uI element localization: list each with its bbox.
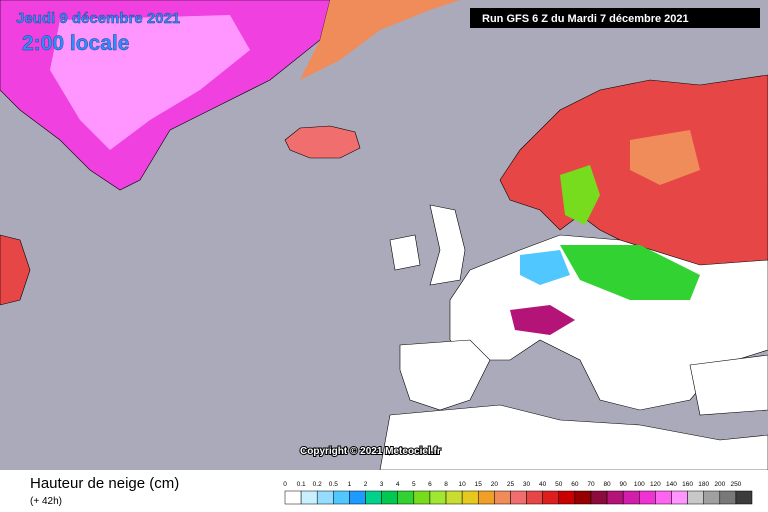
- legend-label: 0.2: [313, 481, 322, 488]
- legend-label: 0.1: [297, 481, 306, 488]
- legend-label: 30: [523, 481, 531, 488]
- legend-swatch: [494, 490, 511, 505]
- iceland: [284, 125, 361, 159]
- legend-label: 4: [396, 481, 400, 488]
- legend-label: 0.5: [329, 481, 338, 488]
- legend-label: 5: [412, 481, 416, 488]
- copyright: Copyright © 2021 Meteociel.fr: [300, 446, 441, 457]
- legend-label: 0: [283, 481, 287, 488]
- legend-label: 40: [539, 481, 547, 488]
- date: Jeudi 9 décembre 2021: [16, 10, 180, 27]
- legend-swatch: [510, 490, 527, 505]
- central-snow: [560, 245, 700, 300]
- legend-swatch: [284, 490, 302, 505]
- legend-label: 100: [634, 481, 645, 488]
- legend-swatch: [590, 490, 608, 505]
- legend-swatch: [349, 490, 366, 505]
- color-scale: 0 0.1 0.2 0.5 1 2 3 4 5 6 8 10 15 20 25 30 40 50 60 70 80 90 1…: [283, 481, 753, 505]
- legend-swatch: [445, 490, 463, 505]
- legend-label: 50: [555, 481, 563, 488]
- legend-label: 25: [507, 481, 515, 488]
- legend-swatch: [574, 490, 592, 505]
- legend-swatch: [300, 490, 318, 505]
- legend-label: 90: [620, 481, 628, 488]
- legend-swatch: [413, 490, 431, 505]
- canada: [0, 234, 31, 306]
- legend-subtitle: (+ 42h): [30, 496, 62, 507]
- sweden-south: [560, 165, 600, 225]
- legend-label: 200: [714, 481, 725, 488]
- benelux-snow: [520, 250, 570, 285]
- legend-swatch: [719, 490, 737, 505]
- legend-label: 2: [364, 481, 368, 488]
- legend-swatch: [703, 490, 721, 505]
- legend-label: 8: [444, 481, 448, 488]
- ireland: [389, 234, 421, 271]
- legend-swatch: [542, 490, 560, 505]
- legend-swatch: [639, 490, 656, 505]
- legend-swatch: [461, 490, 479, 505]
- legend-label: 20: [491, 481, 499, 488]
- legend-label: 140: [666, 481, 677, 488]
- legend-swatch: [735, 490, 753, 505]
- run-box: [470, 8, 760, 28]
- legend-swatch: [671, 490, 688, 505]
- greenland-core: [50, 15, 250, 150]
- legend-swatch: [365, 490, 382, 505]
- legend-label: 6: [428, 481, 432, 488]
- legend-swatch: [655, 490, 672, 505]
- legend-label: 60: [571, 481, 579, 488]
- legend-swatch: [606, 490, 624, 505]
- legend-swatch: [558, 490, 576, 505]
- legend-label: 70: [587, 481, 595, 488]
- hour: 2:00 locale: [22, 32, 129, 55]
- legend-swatch: [526, 490, 543, 505]
- legend-label: 1: [348, 481, 352, 488]
- legend-label: 180: [698, 481, 709, 488]
- legend-label: 10: [459, 481, 467, 488]
- finland: [630, 130, 700, 185]
- legend-swatch: [333, 490, 350, 505]
- run: Run GFS 6 Z du Mardi 7 décembre 2021: [482, 13, 689, 25]
- svalbard-zone: [300, 0, 460, 80]
- legend-swatch: [381, 490, 398, 505]
- legend-label: 80: [603, 481, 611, 488]
- legend-swatch: [687, 490, 704, 505]
- legend-label: 160: [682, 481, 693, 488]
- legend-label: 250: [730, 481, 741, 488]
- legend-swatch: [622, 490, 640, 505]
- legend-title: Hauteur de neige (cm): [30, 475, 179, 492]
- turkey: [689, 354, 768, 416]
- legend-swatch: [397, 490, 415, 505]
- alps: [510, 305, 575, 335]
- legend-label: 15: [475, 481, 483, 488]
- britain: [429, 204, 466, 286]
- legend-label: 3: [380, 481, 384, 488]
- legend-swatch: [316, 490, 334, 505]
- legend-swatch: [429, 490, 447, 505]
- legend-swatch: [477, 490, 495, 505]
- legend-label: 120: [650, 481, 661, 488]
- iberia: [399, 339, 491, 411]
